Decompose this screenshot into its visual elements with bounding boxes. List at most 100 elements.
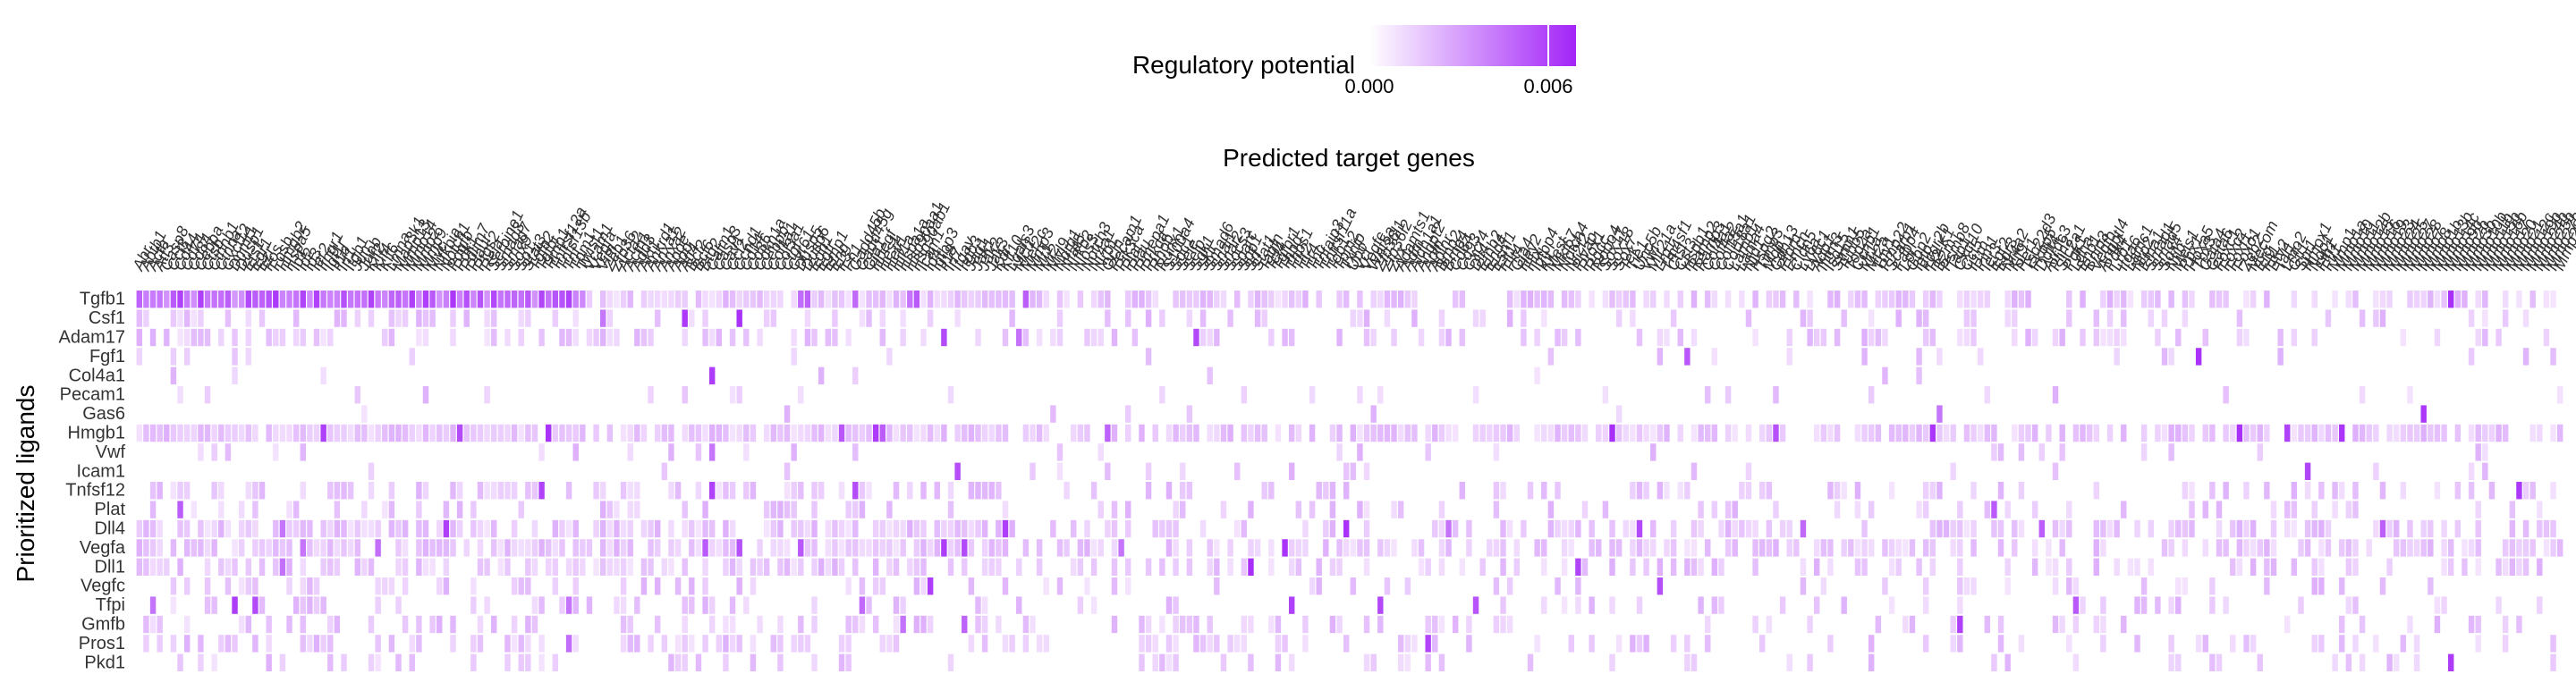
heatmap-cell — [2441, 596, 2447, 614]
heatmap-cell — [2189, 501, 2195, 518]
heatmap-cell — [238, 577, 245, 595]
heatmap-cell — [320, 596, 326, 614]
heatmap-cell — [245, 328, 251, 347]
heatmap-cell — [1991, 519, 1997, 538]
heatmap-cell — [546, 539, 552, 557]
heatmap-cell — [1786, 328, 1792, 347]
heatmap-cell — [518, 424, 524, 442]
heatmap-cell — [559, 519, 565, 538]
heatmap-cell — [1370, 291, 1377, 308]
heatmap-cell — [1125, 501, 1131, 518]
heatmap-cell — [1323, 519, 1329, 538]
heatmap-cell — [402, 539, 409, 557]
heatmap-cell — [157, 539, 163, 557]
heatmap-cell — [1766, 482, 1773, 500]
heatmap-cell — [225, 519, 232, 538]
heatmap-cell — [1425, 443, 1431, 461]
heatmap-cell — [2189, 424, 2195, 442]
heatmap-cell — [1452, 424, 1459, 442]
heatmap-cell — [996, 615, 1002, 634]
heatmap-cell — [2475, 615, 2481, 634]
heatmap-cell — [2468, 309, 2475, 327]
heatmap-cell — [183, 424, 191, 442]
heatmap-cell — [1384, 539, 1391, 557]
heatmap-cell — [2243, 328, 2250, 347]
heatmap-cell — [1214, 291, 1220, 308]
heatmap-cell — [736, 291, 742, 308]
heatmap-cell — [763, 519, 770, 538]
heatmap-cell — [1002, 291, 1009, 308]
row-label-tfpi: Tfpi — [96, 595, 125, 615]
heatmap-cell — [1472, 424, 1479, 442]
heatmap-cell — [2004, 653, 2011, 671]
heatmap-cell — [429, 291, 436, 308]
heatmap-cell — [2114, 519, 2120, 538]
heatmap-cell — [531, 539, 538, 557]
heatmap-cell — [1834, 424, 1841, 442]
heatmap-cell — [913, 539, 920, 557]
heatmap-cell — [1970, 328, 1977, 347]
heatmap-cell — [1145, 348, 1152, 366]
heatmap-cell — [2482, 309, 2488, 327]
heatmap-cell — [2059, 443, 2065, 461]
heatmap-cell — [2059, 424, 2065, 442]
heatmap-cell — [1773, 501, 1779, 518]
heatmap-cell — [1827, 291, 1834, 308]
heatmap-cell — [531, 482, 538, 500]
heatmap-cell — [716, 482, 723, 500]
heatmap-cell — [1684, 558, 1690, 576]
heatmap-cell — [1684, 653, 1690, 671]
heatmap-cell — [1800, 519, 1807, 538]
heatmap-cell — [975, 424, 981, 442]
heatmap-cell — [1288, 424, 1295, 442]
heatmap-cell — [1165, 653, 1173, 671]
heatmap-cell — [1056, 539, 1063, 557]
heatmap-cell — [2379, 577, 2386, 595]
heatmap-cell — [1343, 291, 1350, 308]
heatmap-cell — [2140, 424, 2148, 442]
heatmap-cell — [1922, 577, 1929, 595]
heatmap-cell — [1030, 424, 1036, 442]
heatmap-cell — [2550, 519, 2556, 538]
heatmap-cell — [245, 615, 251, 634]
heatmap-cell — [2386, 558, 2393, 576]
heatmap-cell — [1084, 328, 1090, 347]
heatmap-cell — [2046, 558, 2052, 576]
heatmap-cell — [852, 519, 859, 538]
heatmap-cell — [1077, 539, 1084, 557]
heatmap-cell — [1234, 291, 1241, 308]
heatmap-cell — [1690, 539, 1698, 557]
heatmap-cell — [1288, 328, 1295, 347]
heatmap-cell — [879, 539, 886, 557]
heatmap-cell — [1711, 348, 1718, 366]
heatmap-cell — [1241, 615, 1248, 634]
heatmap-cell — [2482, 328, 2488, 347]
heatmap-cell — [627, 501, 633, 518]
heatmap-cell — [204, 539, 211, 557]
heatmap-cell — [1615, 405, 1623, 423]
heatmap-cell — [1752, 519, 1758, 538]
heatmap-cell — [900, 424, 906, 442]
heatmap-cell — [1623, 519, 1629, 538]
heatmap-cell — [1350, 577, 1357, 595]
heatmap-cell — [825, 291, 831, 308]
heatmap-cell — [491, 482, 497, 500]
heatmap-cell — [334, 291, 341, 308]
heatmap-cell — [463, 291, 470, 308]
heatmap-cell — [627, 635, 633, 653]
heatmap-cell — [1555, 482, 1561, 500]
heatmap-cell — [1657, 482, 1664, 500]
heatmap-cell — [1173, 424, 1179, 442]
heatmap-cell — [2155, 328, 2161, 347]
heatmap-cell — [2250, 291, 2257, 308]
heatmap-cell — [1343, 635, 1350, 653]
heatmap-cell — [552, 577, 559, 595]
heatmap-cell — [1690, 291, 1698, 308]
heatmap-cell — [2236, 558, 2243, 576]
heatmap-cell — [900, 291, 906, 308]
heatmap-cell — [736, 309, 742, 327]
heatmap-cell — [1500, 596, 1506, 614]
heatmap-cell — [2072, 596, 2080, 614]
heatmap-cell — [2121, 615, 2127, 634]
heatmap-cell — [354, 558, 360, 576]
